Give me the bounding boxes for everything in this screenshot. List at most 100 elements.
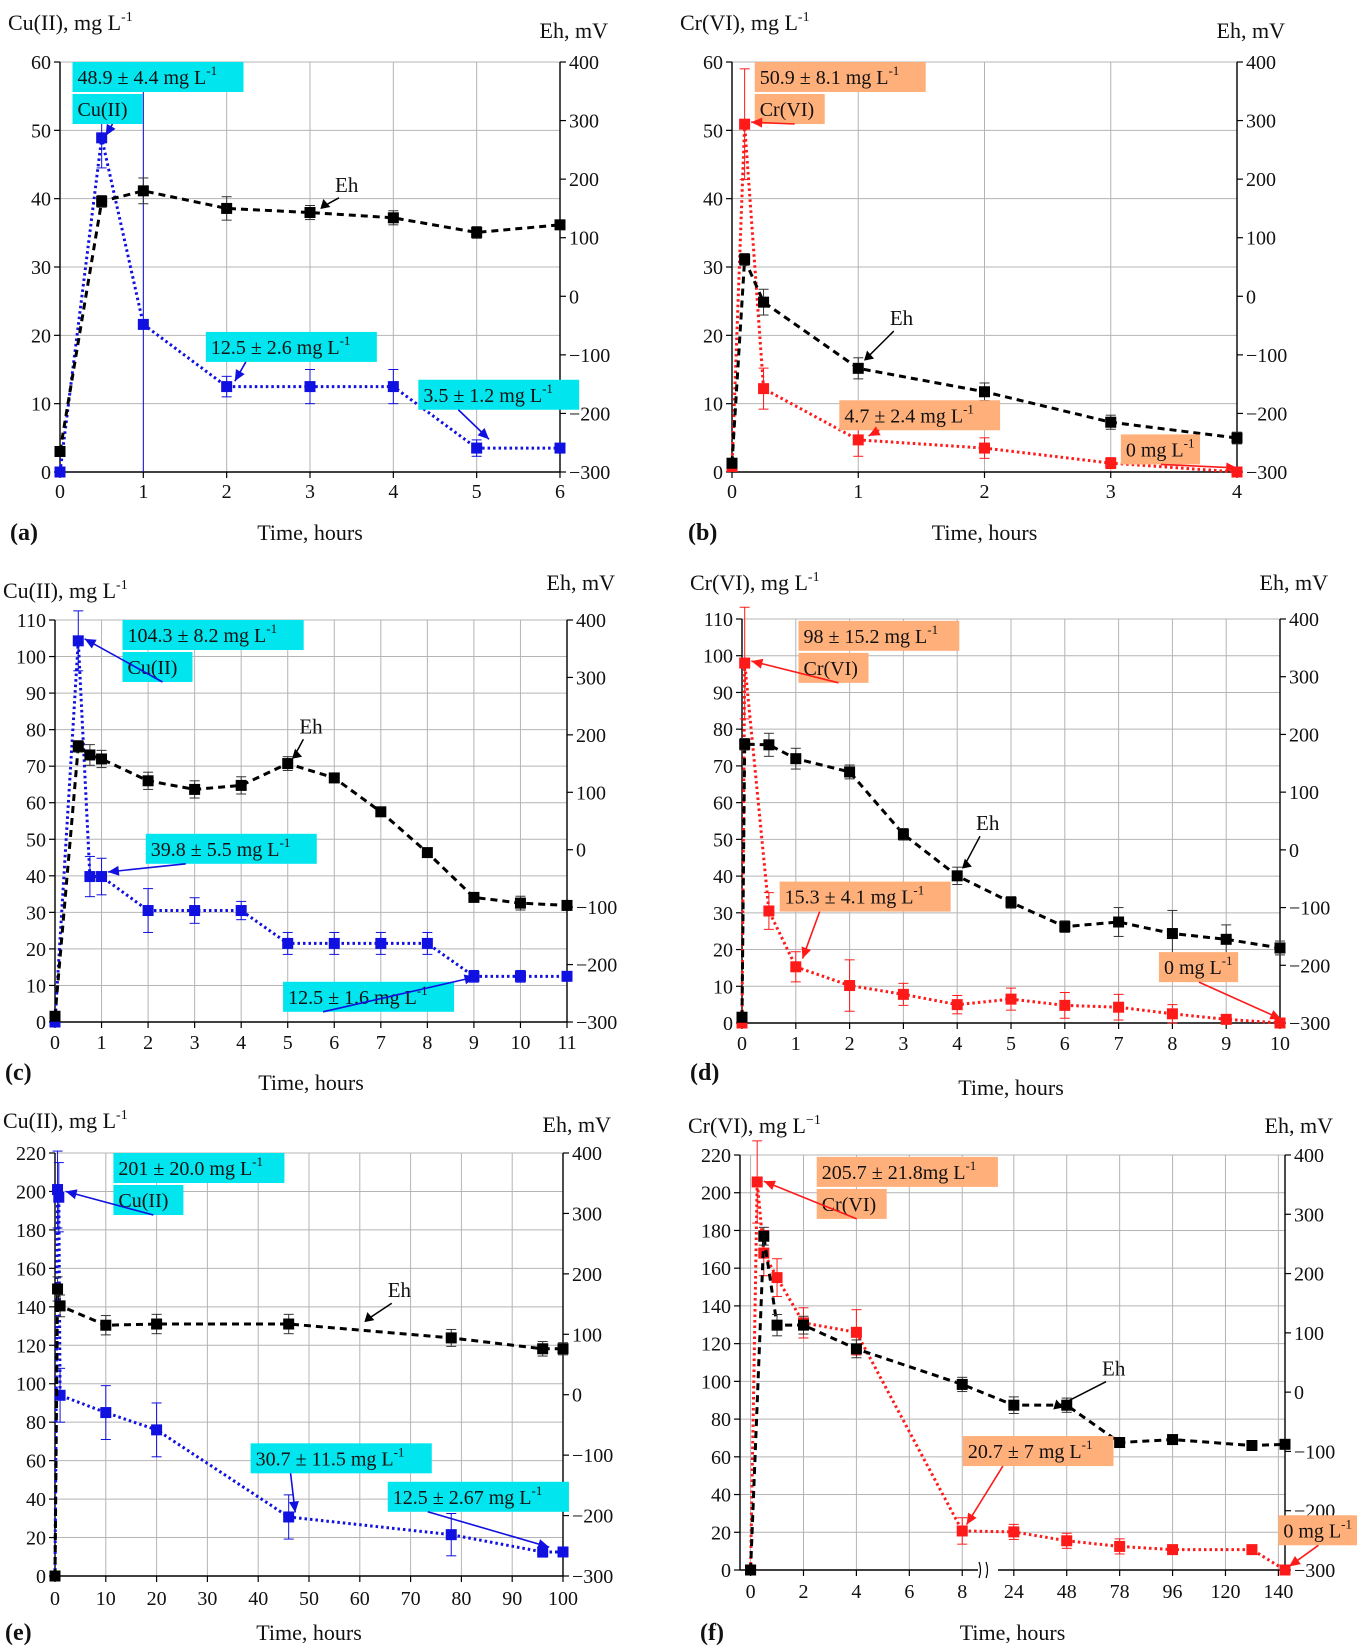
- data-point-eh: [979, 386, 990, 398]
- data-point-crvi: [763, 905, 775, 917]
- y-tick-label-left: 40: [711, 1485, 731, 1507]
- callout-box: [779, 881, 951, 912]
- x-tick-label: 6: [904, 1581, 914, 1603]
- right-axis-title: Eh, mV: [543, 1112, 612, 1137]
- y-tick-label-left: 80: [26, 720, 46, 742]
- x-tick-label: 60: [350, 1588, 370, 1610]
- y-tick-label-left: 20: [713, 940, 733, 962]
- callout-arrow: [751, 660, 839, 684]
- y-tick-label-left: 180: [701, 1220, 731, 1242]
- y-tick-label-right: 300: [576, 667, 606, 689]
- y-tick-label-right: 100: [569, 228, 599, 250]
- left-axis-title-text: Cu(II), mg L: [3, 578, 116, 603]
- callout-sup: -1: [888, 63, 899, 78]
- data-point-crvi: [1008, 1526, 1020, 1538]
- data-point-cuii: [137, 318, 149, 330]
- callout-box: [798, 620, 960, 651]
- callout-arrowhead: [537, 1539, 550, 1549]
- data-point-cuii: [142, 905, 154, 917]
- y-tick-label-left: 40: [26, 866, 46, 888]
- x-tick-label: 90: [502, 1588, 522, 1610]
- callout: 4.7 ± 2.4 mg L-1: [839, 400, 1001, 431]
- callout-arrowhead: [65, 1189, 78, 1200]
- y-tick-label-right: 0: [1289, 840, 1299, 862]
- callout-box: [1278, 1515, 1357, 1546]
- eh-label: Eh: [299, 714, 323, 738]
- callout: 12.5 ± 2.6 mg L-1: [205, 331, 377, 362]
- series-line-crvi: [749, 1181, 1286, 1572]
- callout: 20.7 ± 7 mg L-1: [962, 1436, 1114, 1467]
- callout-arrowhead: [107, 865, 120, 876]
- eh-arrow: [1054, 1381, 1107, 1409]
- data-point-eh: [745, 1564, 757, 1576]
- y-tick-label-right: 200: [1246, 169, 1276, 191]
- callout-value: 0 mg L: [1126, 439, 1184, 461]
- data-point-crvi: [1231, 466, 1243, 478]
- callout-text: 39.8 ± 5.5 mg L-1: [151, 835, 291, 861]
- callout-value: 3.5 ± 1.2 mg L: [423, 385, 542, 407]
- panel-label: (e): [5, 1620, 32, 1646]
- callout-value: 0 mg L: [1164, 957, 1222, 979]
- right-axis-title: Eh, mV: [1265, 1113, 1334, 1138]
- eh-label: Eh: [976, 811, 1000, 835]
- x-tick-label: 1: [853, 481, 863, 503]
- data-point-eh: [790, 753, 802, 765]
- callout: 0 mg L-1: [1120, 434, 1201, 465]
- x-tick-label: 78: [1110, 1581, 1130, 1603]
- data-point-eh: [328, 772, 340, 784]
- callout-sup: -1: [913, 883, 924, 898]
- left-axis-title: Cu(II), mg L-1: [8, 10, 133, 35]
- callout: 0 mg L-1: [1278, 1515, 1357, 1546]
- data-point-eh: [142, 775, 154, 787]
- callout-species-box: [798, 652, 869, 683]
- data-point-crvi: [1246, 1544, 1258, 1556]
- callout: 30.7 ± 11.5 mg L-1: [250, 1443, 432, 1474]
- callout-value: 30.7 ± 11.5 mg L: [256, 1448, 394, 1470]
- data-point-cuii: [514, 970, 526, 982]
- data-point-crvi: [897, 988, 909, 1000]
- data-point-eh: [1231, 432, 1243, 444]
- x-tick-label: 11: [557, 1032, 576, 1054]
- data-point-cuii: [375, 937, 387, 949]
- y-tick-label-left: 200: [701, 1183, 731, 1205]
- eh-arrowhead: [364, 1312, 375, 1323]
- y-tick-label-right: 0: [1294, 1382, 1304, 1404]
- callout: 0 mg L-1: [1158, 952, 1239, 983]
- y-tick-label-left: 0: [36, 1566, 46, 1588]
- callout-text: 205.7 ± 21.8mg L-1: [822, 1158, 977, 1184]
- data-point-eh: [771, 1319, 783, 1331]
- y-tick-label-left: 10: [26, 975, 46, 997]
- y-tick-label-right: 200: [576, 725, 606, 747]
- y-tick-label-left: 140: [16, 1297, 46, 1319]
- data-point-cuii: [235, 905, 247, 917]
- callout-box: [387, 1481, 569, 1512]
- y-tick-label-left: 30: [713, 903, 733, 925]
- y-tick-label-right: 0: [569, 286, 579, 308]
- callout-text: 30.7 ± 11.5 mg L-1: [256, 1444, 405, 1470]
- y-tick-label-right: −300: [572, 1566, 613, 1588]
- data-point-eh: [956, 1378, 968, 1390]
- y-tick-label-left: 220: [701, 1145, 731, 1167]
- callout-species-box: [72, 94, 143, 124]
- x-tick-label: 0: [737, 1033, 747, 1055]
- panel-label: (b): [688, 520, 717, 546]
- data-point-eh: [235, 779, 247, 791]
- x-tick-label: 0: [50, 1032, 60, 1054]
- data-point-eh: [304, 207, 316, 219]
- callout-arrowhead: [105, 123, 116, 136]
- y-tick-label-right: −200: [572, 1506, 613, 1528]
- data-point-crvi: [1166, 1008, 1178, 1020]
- left-axis-title: Cu(II), mg L-1: [3, 578, 128, 603]
- data-point-cuii: [54, 466, 66, 478]
- eh-arrowhead: [864, 350, 875, 361]
- data-point-crvi: [790, 961, 802, 973]
- callout-value: 104.3 ± 8.2 mg L: [127, 625, 266, 647]
- callout-box: [72, 62, 244, 92]
- callout-box: [122, 620, 304, 650]
- data-point-cuii: [554, 442, 566, 454]
- data-point-eh: [758, 296, 770, 308]
- x-tick-label: 3: [305, 481, 315, 503]
- right-axis-title: Eh, mV: [540, 18, 609, 43]
- chart-panel-d: 0102030405060708090100110−300−200−100010…: [690, 570, 1330, 1100]
- data-point-eh: [421, 847, 433, 859]
